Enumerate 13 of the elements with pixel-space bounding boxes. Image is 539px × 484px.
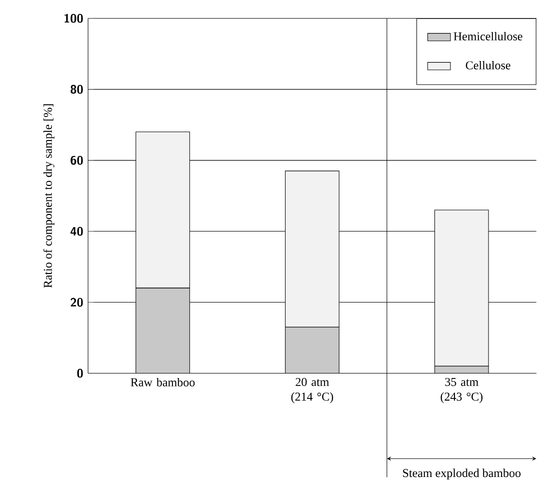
y-tick-label: 100 <box>64 14 83 23</box>
legend-label: Hemicellulose <box>454 32 522 40</box>
y-tick-label: 60 <box>70 156 83 165</box>
y-tick-label: 20 <box>70 298 83 307</box>
legend-label: Cellulose <box>466 60 510 70</box>
y-tick-label: 0 <box>77 368 83 378</box>
y-tick-label: 40 <box>70 226 83 236</box>
x-tick-label: Raw bamboo <box>130 378 195 386</box>
text: Steam exploded bamboo <box>403 468 521 480</box>
y-axis-title: Ratio of component to dry sample [%] <box>43 104 54 288</box>
x-tick-label: 35 atm (243 °C) <box>440 378 483 404</box>
x-tick-label: 20 atm (214 °C) <box>291 378 334 404</box>
y-tick-label: 80 <box>70 84 83 94</box>
